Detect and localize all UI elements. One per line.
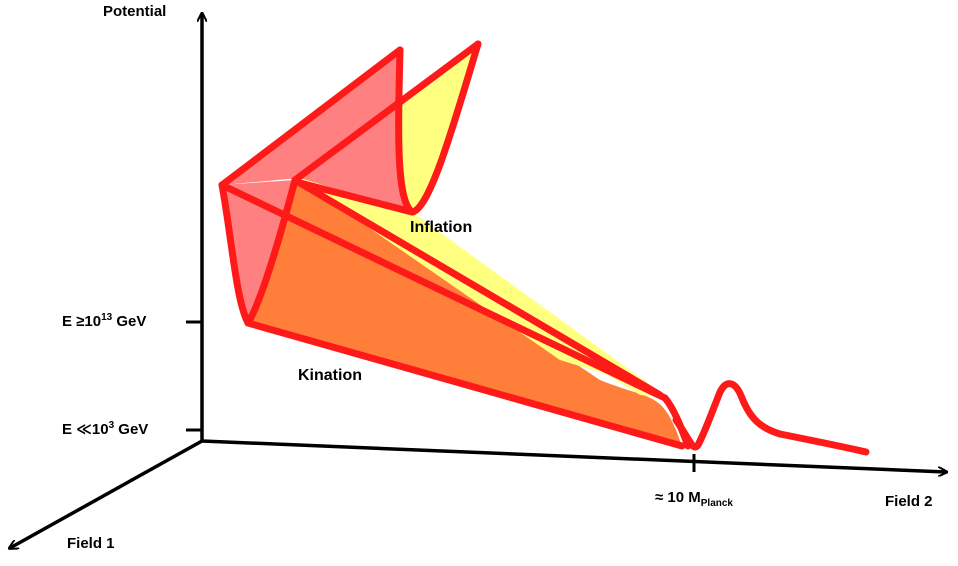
pink-back-face: [222, 50, 412, 212]
axes: [10, 14, 946, 548]
outline-kination-bottom: [244, 319, 686, 450]
tick-planck-prefix: ≈ 10 M: [655, 489, 701, 506]
potential-tail-curve: [672, 380, 870, 456]
region-label-inflation: Inflation: [410, 219, 473, 236]
tick-low-suffix: GeV: [114, 421, 149, 438]
field1-axis-label: Field 1: [67, 535, 115, 552]
potential-surface: [218, 40, 870, 456]
tick-low-prefix: E ≪10: [62, 421, 109, 438]
potential-axis-label: Potential: [103, 3, 167, 20]
tick-high-exp: 13: [101, 312, 113, 323]
field1-axis: [10, 439, 203, 548]
tick-planck-sub: Planck: [700, 498, 733, 509]
field2-axis-label: Field 2: [885, 493, 933, 510]
outline-right-top: [291, 40, 482, 184]
tick-label-planck: ≈ 10 MPlanck: [655, 489, 733, 509]
tick-low-exp: 3: [108, 420, 115, 431]
outline-valley-line: [296, 179, 664, 399]
region-label-kination: Kination: [298, 367, 362, 384]
tick-label-high-energy: E ≥1013 GeV: [62, 312, 147, 330]
outline-inflation-edge: [296, 179, 416, 216]
tick-label-low-energy: E ≪103 GeV: [62, 420, 149, 438]
tick-high-suffix: GeV: [112, 313, 147, 330]
outline-top-long: [218, 181, 669, 402]
field2-axis: [201, 439, 946, 472]
tick-high-prefix: E ≥10: [62, 313, 102, 330]
outline-back-top: [218, 46, 404, 189]
